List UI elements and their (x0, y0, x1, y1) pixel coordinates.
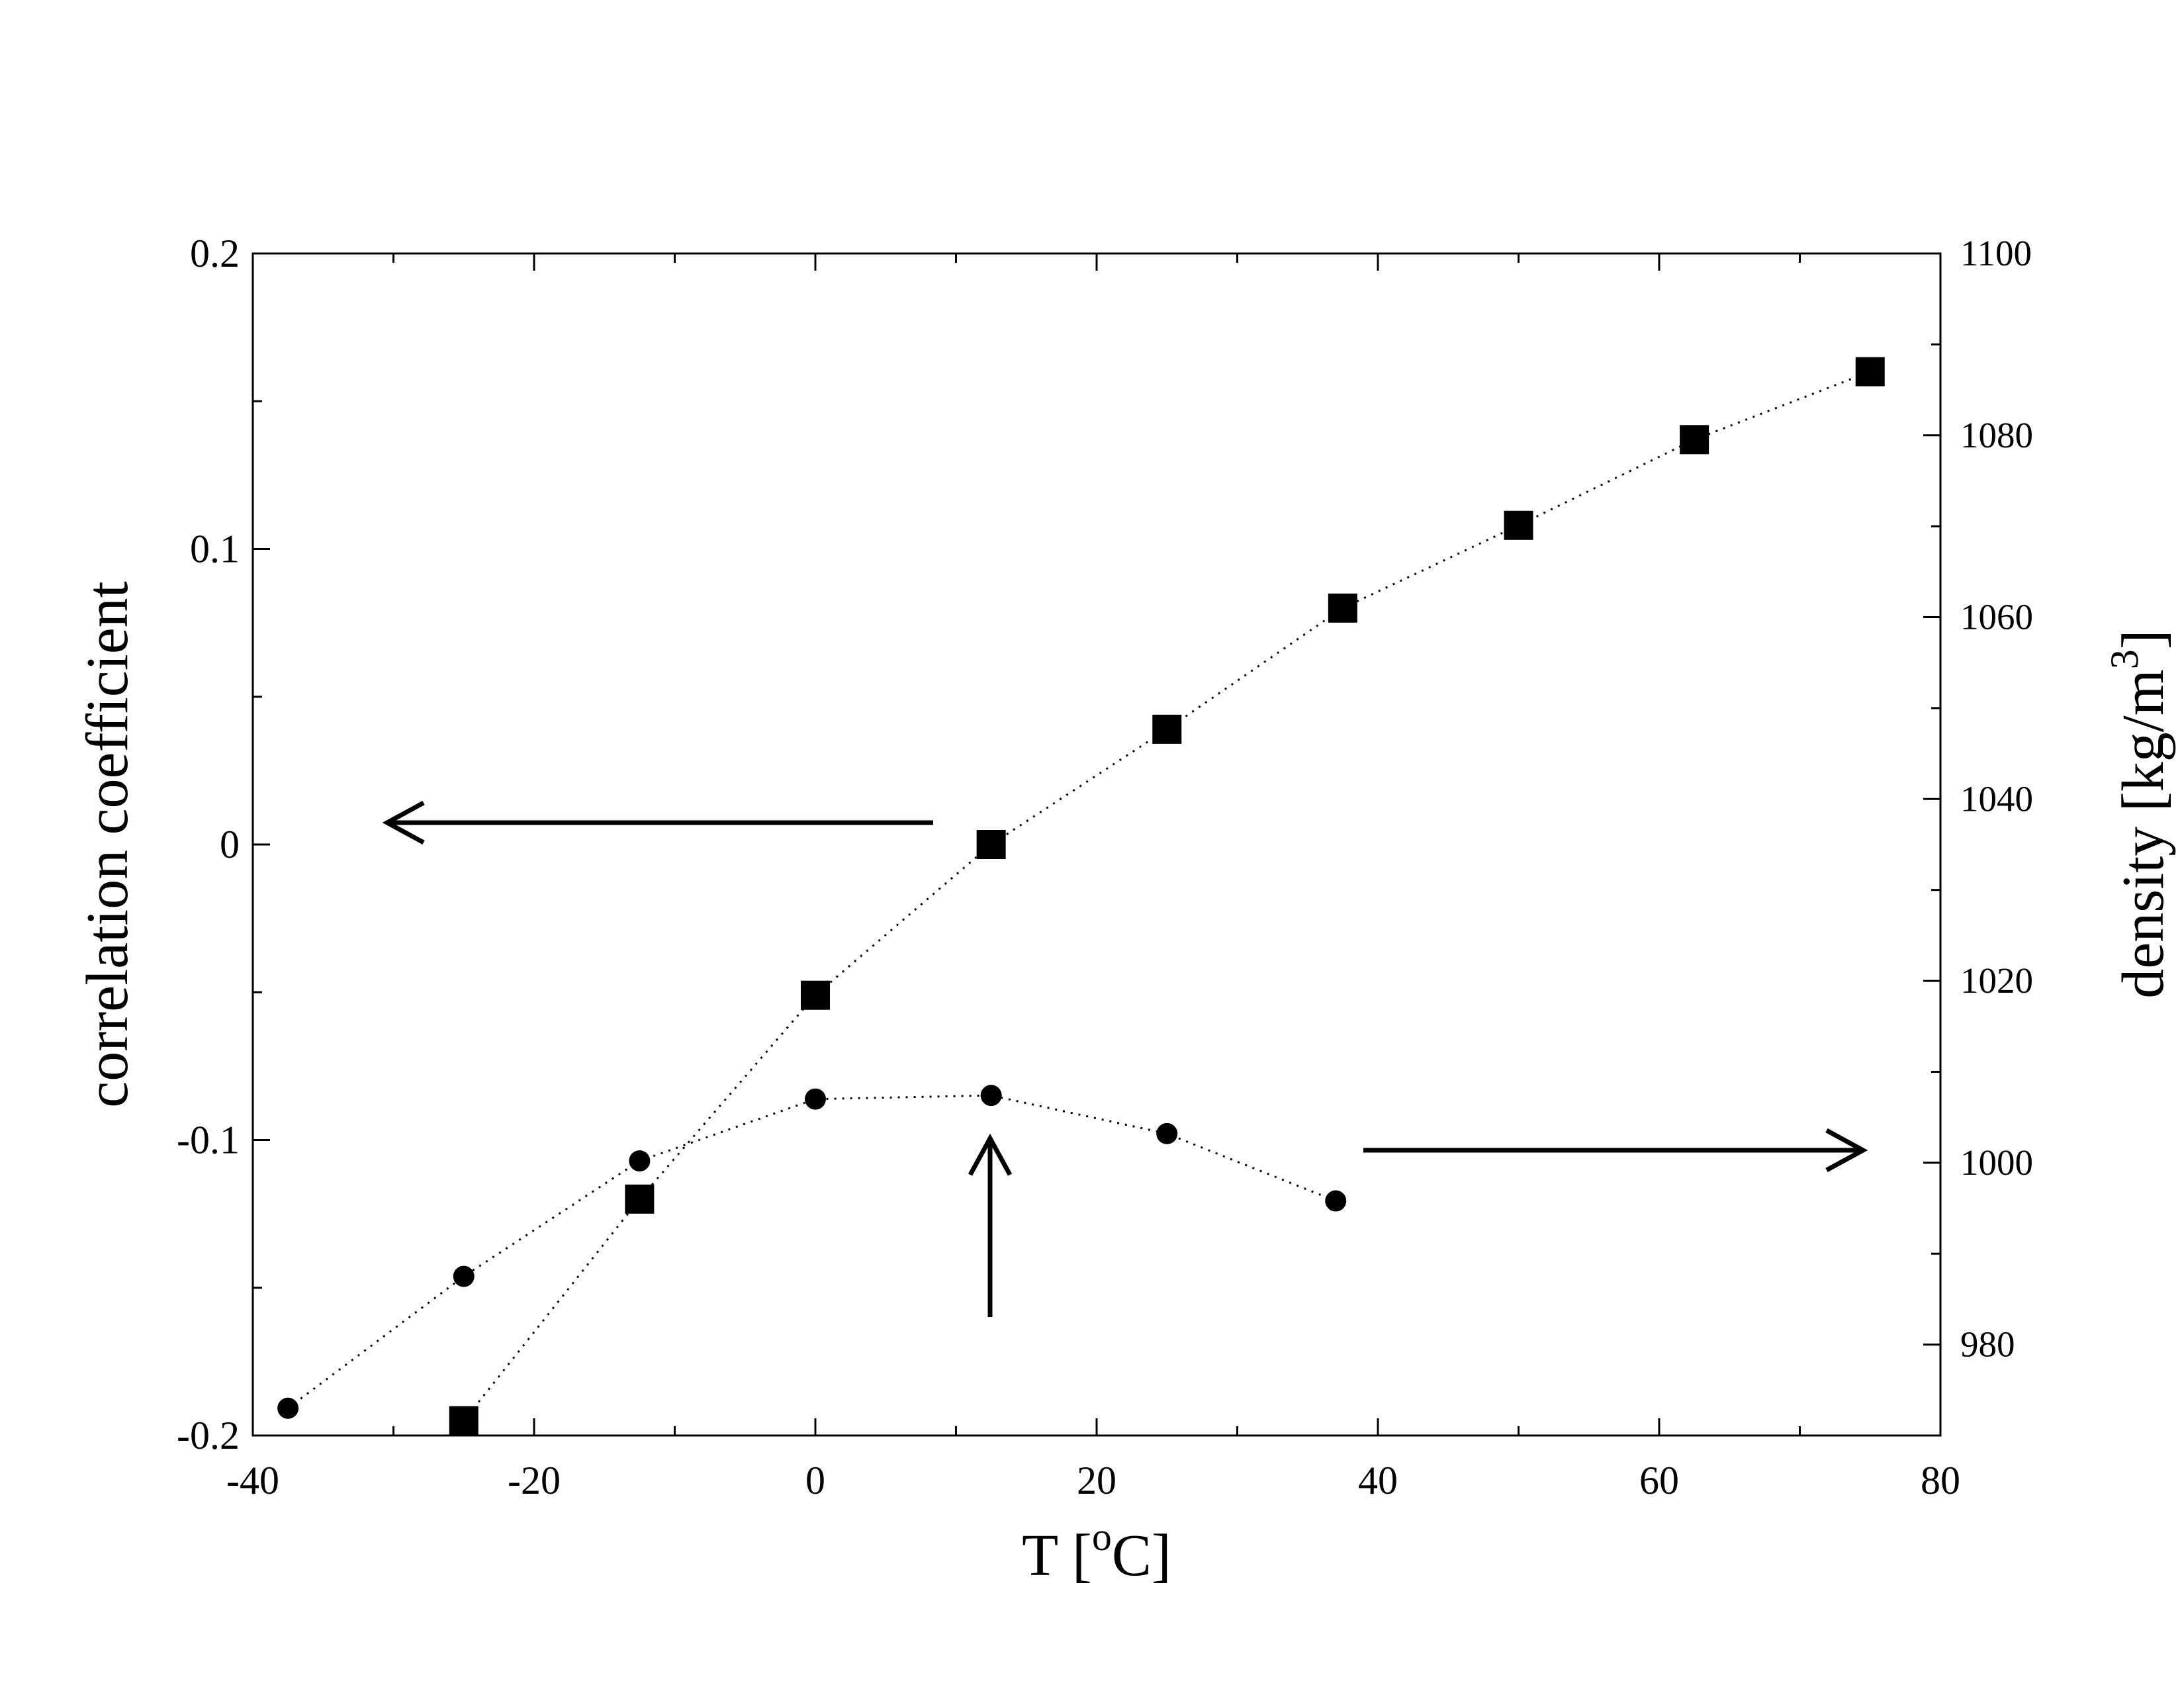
arrow-left-annotation (382, 800, 933, 845)
series-1-line (463, 371, 1871, 1422)
square-marker (449, 1406, 478, 1436)
square-marker (1680, 425, 1709, 455)
y-left-tick-label: 0.1 (190, 527, 240, 571)
y-right-tick-label: 1040 (1960, 778, 2033, 819)
x-tick-label: 40 (1358, 1459, 1398, 1502)
series-lines (287, 371, 1871, 1422)
arrow-right-annotation (1363, 1128, 1868, 1173)
x-tick-label: 80 (1921, 1459, 1960, 1502)
x-tick-label: -40 (226, 1459, 279, 1502)
y-right-tick-label: 1060 (1960, 597, 2033, 637)
y-right-tick-label: 980 (1960, 1324, 2015, 1365)
circle-marker (805, 1088, 826, 1110)
arrow-up-annotation (968, 1133, 1013, 1317)
x-tick-label: 0 (805, 1459, 825, 1502)
circle-marker (1325, 1190, 1347, 1212)
circle-marker (453, 1265, 475, 1287)
circle-marker (1156, 1122, 1178, 1144)
y-left-tick-label: -0.2 (177, 1414, 240, 1457)
square-marker (625, 1184, 655, 1214)
x-axis-title: T [oC] (1022, 1515, 1171, 1588)
y-left-axis-ticks: -0.2 -0.1 0 0.1 0.2 (177, 232, 270, 1457)
series-markers (277, 357, 1885, 1436)
y-right-tick-label: 1100 (1960, 233, 2032, 273)
square-marker (1152, 714, 1182, 744)
y-left-tick-label: 0 (220, 823, 240, 866)
y-right-tick-label: 1020 (1960, 960, 2033, 1001)
y-right-tick-label: 1000 (1960, 1142, 2033, 1183)
square-marker (801, 980, 830, 1010)
circle-marker (980, 1085, 1002, 1107)
y-right-tick-label: 1080 (1960, 415, 2033, 455)
square-marker (1855, 357, 1885, 387)
circle-marker (277, 1397, 299, 1419)
x-tick-label: 20 (1077, 1459, 1116, 1502)
series-2-line (287, 1094, 1336, 1409)
y-right-axis-ticks: 980 1000 1020 1040 1060 1080 1100 (1923, 233, 2033, 1437)
square-marker (976, 830, 1006, 859)
y-left-tick-label: -0.1 (177, 1118, 240, 1162)
y-left-tick-label: 0.2 (190, 232, 240, 275)
y-left-axis-title: correlation coefficient (75, 581, 140, 1107)
x-tick-label: -20 (508, 1459, 561, 1502)
x-axis-ticks: -40 -20 0 20 40 60 80 (226, 253, 1960, 1502)
square-marker (1328, 593, 1357, 623)
square-marker (1504, 510, 1533, 540)
x-tick-label: 60 (1639, 1459, 1679, 1502)
circle-marker (629, 1150, 651, 1172)
y-right-axis-title: density [kg/m3] (2103, 629, 2176, 998)
